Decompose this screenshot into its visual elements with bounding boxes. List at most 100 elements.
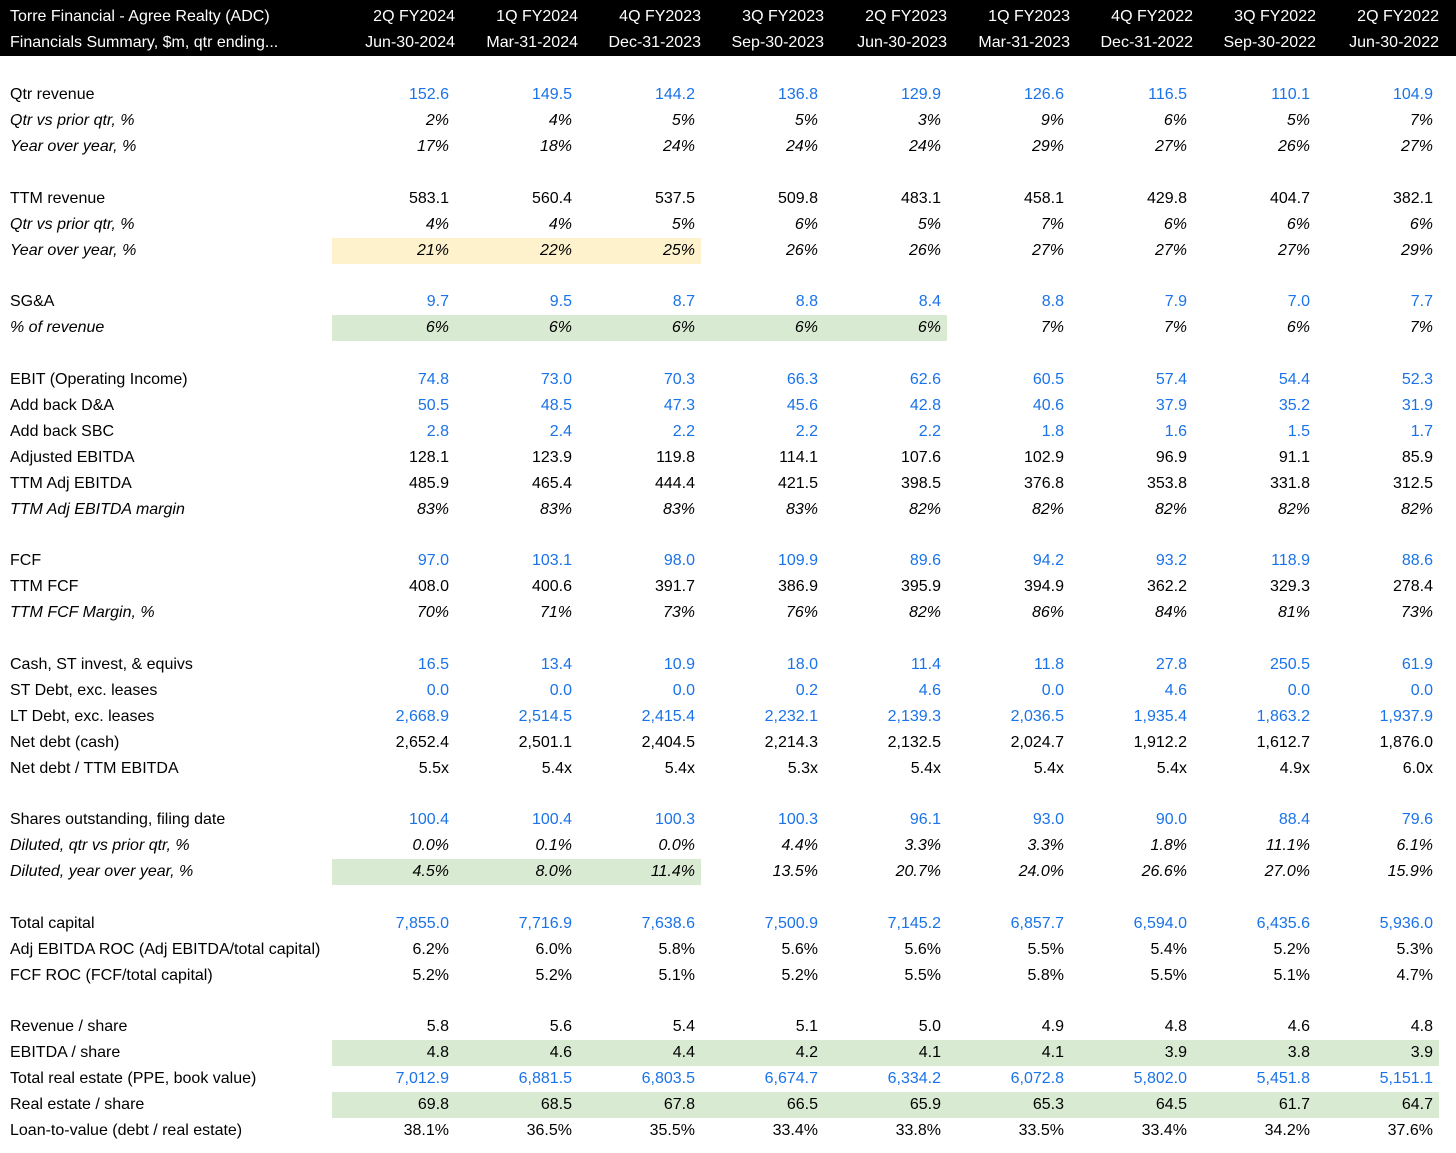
table-cell[interactable]: 107.6 xyxy=(824,445,947,471)
table-cell[interactable]: 6% xyxy=(1193,212,1316,238)
table-cell[interactable]: 29% xyxy=(1316,238,1439,264)
table-cell[interactable]: 4.8 xyxy=(332,1040,455,1066)
table-cell[interactable]: 4.4% xyxy=(701,833,824,859)
table-cell[interactable]: 6,674.7 xyxy=(701,1066,824,1092)
table-cell[interactable]: 61.7 xyxy=(1193,1092,1316,1118)
table-cell[interactable]: 429.8 xyxy=(1070,186,1193,212)
table-cell[interactable]: 4.1 xyxy=(947,1040,1070,1066)
table-cell[interactable]: 382.1 xyxy=(1316,186,1439,212)
table-cell[interactable]: 40.6 xyxy=(947,393,1070,419)
table-cell[interactable]: 47.3 xyxy=(578,393,701,419)
table-cell[interactable]: 93.2 xyxy=(1070,548,1193,574)
table-cell[interactable]: 7,012.9 xyxy=(332,1066,455,1092)
table-cell[interactable]: 400.6 xyxy=(455,574,578,600)
table-cell[interactable]: 6.1% xyxy=(1316,833,1439,859)
table-cell[interactable]: 89.6 xyxy=(824,548,947,574)
table-cell[interactable]: 98.0 xyxy=(578,548,701,574)
table-cell[interactable]: 18% xyxy=(455,134,578,160)
table-cell[interactable]: 5.4x xyxy=(578,756,701,782)
table-cell[interactable]: 118.9 xyxy=(1193,548,1316,574)
table-cell[interactable]: 5% xyxy=(1193,108,1316,134)
table-cell[interactable]: 583.1 xyxy=(332,186,455,212)
table-cell[interactable]: 3.9 xyxy=(1070,1040,1193,1066)
table-cell[interactable]: 5.4x xyxy=(1070,756,1193,782)
table-cell[interactable]: 5,936.0 xyxy=(1316,911,1439,937)
table-cell[interactable]: 97.0 xyxy=(332,548,455,574)
table-cell[interactable]: 2,514.5 xyxy=(455,704,578,730)
table-cell[interactable]: 1.7 xyxy=(1316,419,1439,445)
table-cell[interactable]: 0.0 xyxy=(1193,678,1316,704)
table-cell[interactable]: 4% xyxy=(455,108,578,134)
table-cell[interactable]: 144.2 xyxy=(578,82,701,108)
table-cell[interactable]: 5.6% xyxy=(701,937,824,963)
table-cell[interactable]: 4.1 xyxy=(824,1040,947,1066)
table-cell[interactable]: 123.9 xyxy=(455,445,578,471)
row-label[interactable]: TTM Adj EBITDA xyxy=(10,475,132,492)
table-cell[interactable]: 81% xyxy=(1193,600,1316,626)
table-cell[interactable]: 2,652.4 xyxy=(332,730,455,756)
table-cell[interactable]: 3.9 xyxy=(1316,1040,1439,1066)
table-cell[interactable]: 5.5% xyxy=(1070,963,1193,989)
table-cell[interactable]: 0.2 xyxy=(701,678,824,704)
row-label[interactable]: Total real estate (PPE, book value) xyxy=(10,1070,257,1087)
table-cell[interactable]: 6% xyxy=(332,315,455,341)
table-cell[interactable]: 4% xyxy=(332,212,455,238)
table-cell[interactable]: 5.5x xyxy=(332,756,455,782)
table-cell[interactable]: 52.3 xyxy=(1316,367,1439,393)
table-cell[interactable]: 33.4% xyxy=(1070,1118,1193,1144)
table-cell[interactable]: 24% xyxy=(701,134,824,160)
table-cell[interactable]: 421.5 xyxy=(701,471,824,497)
table-cell[interactable]: 65.9 xyxy=(824,1092,947,1118)
table-cell[interactable]: 136.8 xyxy=(701,82,824,108)
table-cell[interactable]: 4.8 xyxy=(1316,1014,1439,1040)
table-cell[interactable]: 7.9 xyxy=(1070,289,1193,315)
table-cell[interactable]: 11.1% xyxy=(1193,833,1316,859)
table-cell[interactable]: 64.5 xyxy=(1070,1092,1193,1118)
table-cell[interactable]: 26.6% xyxy=(1070,859,1193,885)
table-cell[interactable]: 5.1% xyxy=(1193,963,1316,989)
table-cell[interactable]: 6,435.6 xyxy=(1193,911,1316,937)
table-cell[interactable]: 4.4 xyxy=(578,1040,701,1066)
table-cell[interactable]: 60.5 xyxy=(947,367,1070,393)
table-cell[interactable]: 6% xyxy=(824,315,947,341)
table-cell[interactable]: 444.4 xyxy=(578,471,701,497)
table-cell[interactable]: 83% xyxy=(578,497,701,523)
table-cell[interactable]: 485.9 xyxy=(332,471,455,497)
table-cell[interactable]: 465.4 xyxy=(455,471,578,497)
row-label[interactable]: FCF xyxy=(10,552,42,569)
table-cell[interactable]: 312.5 xyxy=(1316,471,1439,497)
table-cell[interactable]: 7,638.6 xyxy=(578,911,701,937)
table-cell[interactable]: 27% xyxy=(1193,238,1316,264)
table-cell[interactable]: 45.6 xyxy=(701,393,824,419)
table-cell[interactable]: 394.9 xyxy=(947,574,1070,600)
row-label[interactable]: Add back D&A xyxy=(10,397,115,414)
table-cell[interactable]: 0.0 xyxy=(578,678,701,704)
table-cell[interactable]: 5.3x xyxy=(701,756,824,782)
table-cell[interactable]: 5.2% xyxy=(455,963,578,989)
table-cell[interactable]: 483.1 xyxy=(824,186,947,212)
table-cell[interactable]: 6% xyxy=(701,315,824,341)
table-cell[interactable]: 84% xyxy=(1070,600,1193,626)
table-cell[interactable]: 57.4 xyxy=(1070,367,1193,393)
table-cell[interactable]: 6% xyxy=(1193,315,1316,341)
row-label[interactable]: Add back SBC xyxy=(10,423,115,440)
table-cell[interactable]: 27% xyxy=(947,238,1070,264)
row-label[interactable]: TTM revenue xyxy=(10,190,106,207)
row-label[interactable]: Loan-to-value (debt / real estate) xyxy=(10,1122,243,1139)
table-cell[interactable]: 5.5% xyxy=(947,937,1070,963)
row-label[interactable]: Year over year, % xyxy=(10,138,137,155)
table-cell[interactable]: 7% xyxy=(947,212,1070,238)
table-cell[interactable]: 5.0 xyxy=(824,1014,947,1040)
table-cell[interactable]: 116.5 xyxy=(1070,82,1193,108)
table-cell[interactable]: 2.8 xyxy=(332,419,455,445)
table-cell[interactable]: 11.4 xyxy=(824,652,947,678)
table-cell[interactable]: 67.8 xyxy=(578,1092,701,1118)
table-cell[interactable]: 4.6 xyxy=(824,678,947,704)
table-cell[interactable]: 27% xyxy=(1316,134,1439,160)
table-cell[interactable]: 100.4 xyxy=(455,807,578,833)
table-cell[interactable]: 0.1% xyxy=(455,833,578,859)
table-cell[interactable]: 0.0 xyxy=(947,678,1070,704)
table-cell[interactable]: 6.0% xyxy=(455,937,578,963)
table-cell[interactable]: 9% xyxy=(947,108,1070,134)
table-cell[interactable]: 126.6 xyxy=(947,82,1070,108)
